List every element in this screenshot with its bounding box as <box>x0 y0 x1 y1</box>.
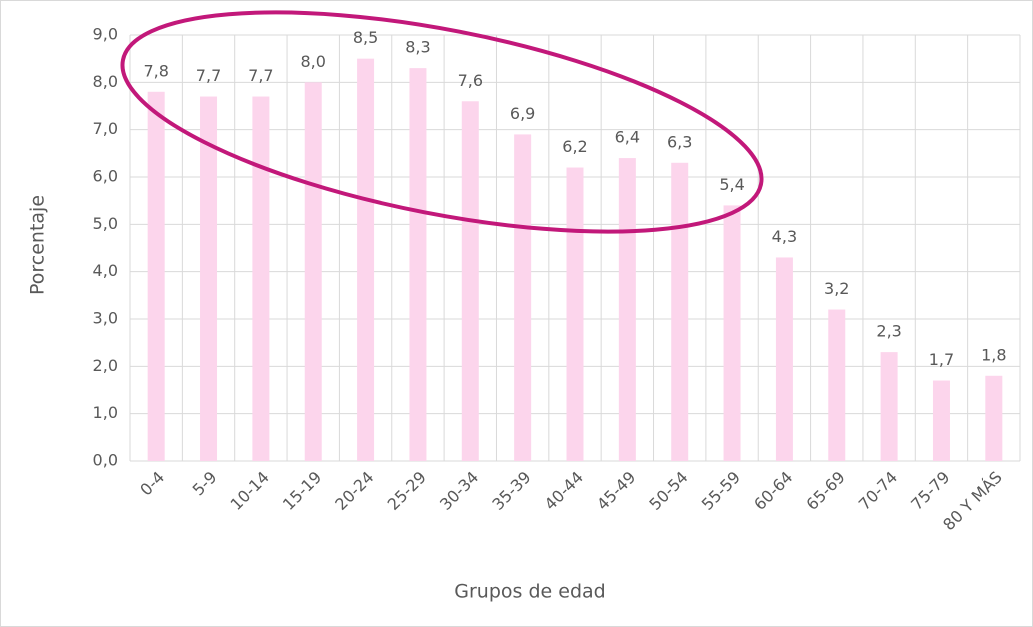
y-tick-label: 5,0 <box>93 214 118 233</box>
y-tick-label: 8,0 <box>93 72 118 91</box>
data-label: 3,2 <box>824 279 849 298</box>
bar <box>147 91 165 462</box>
y-tick-label: 3,0 <box>93 309 118 328</box>
bar <box>880 352 898 461</box>
data-label: 6,9 <box>510 104 535 123</box>
bar <box>409 68 427 461</box>
data-label: 4,3 <box>772 227 797 246</box>
y-tick-label: 0,0 <box>93 451 118 470</box>
data-label: 7,7 <box>196 66 221 85</box>
bar <box>566 167 584 462</box>
bar <box>200 96 218 462</box>
y-tick-label: 9,0 <box>93 25 118 44</box>
y-tick-label: 4,0 <box>93 261 118 280</box>
bar <box>985 375 1003 461</box>
bar <box>252 96 270 462</box>
data-label: 2,3 <box>876 322 901 341</box>
bar <box>932 380 950 461</box>
bar <box>723 205 741 461</box>
y-axis-label: Porcentaje <box>27 195 49 295</box>
data-label: 5,4 <box>719 175 744 194</box>
data-label: 1,8 <box>981 345 1006 364</box>
bar <box>461 101 479 462</box>
data-label: 7,7 <box>248 66 273 85</box>
data-label: 6,2 <box>562 137 587 156</box>
y-tick-label: 2,0 <box>93 356 118 375</box>
y-tick-label: 1,0 <box>93 403 118 422</box>
bar <box>618 158 636 462</box>
data-label: 8,5 <box>353 28 378 47</box>
data-label: 6,4 <box>615 128 640 147</box>
highlight-ellipse <box>120 10 764 234</box>
y-tick-label: 7,0 <box>93 119 118 138</box>
bar <box>671 162 689 462</box>
bar <box>514 134 532 461</box>
y-tick-label: 6,0 <box>93 167 118 186</box>
bar <box>304 82 322 461</box>
bar <box>775 257 793 461</box>
data-label: 8,3 <box>405 38 430 57</box>
data-label: 1,7 <box>929 350 954 369</box>
x-axis-label: Grupos de edad <box>454 581 605 603</box>
data-label: 8,0 <box>301 52 326 71</box>
data-label: 7,6 <box>458 71 483 90</box>
bar <box>828 309 846 461</box>
bar <box>357 58 375 462</box>
data-label: 6,3 <box>667 132 692 151</box>
data-label: 7,8 <box>143 61 168 80</box>
